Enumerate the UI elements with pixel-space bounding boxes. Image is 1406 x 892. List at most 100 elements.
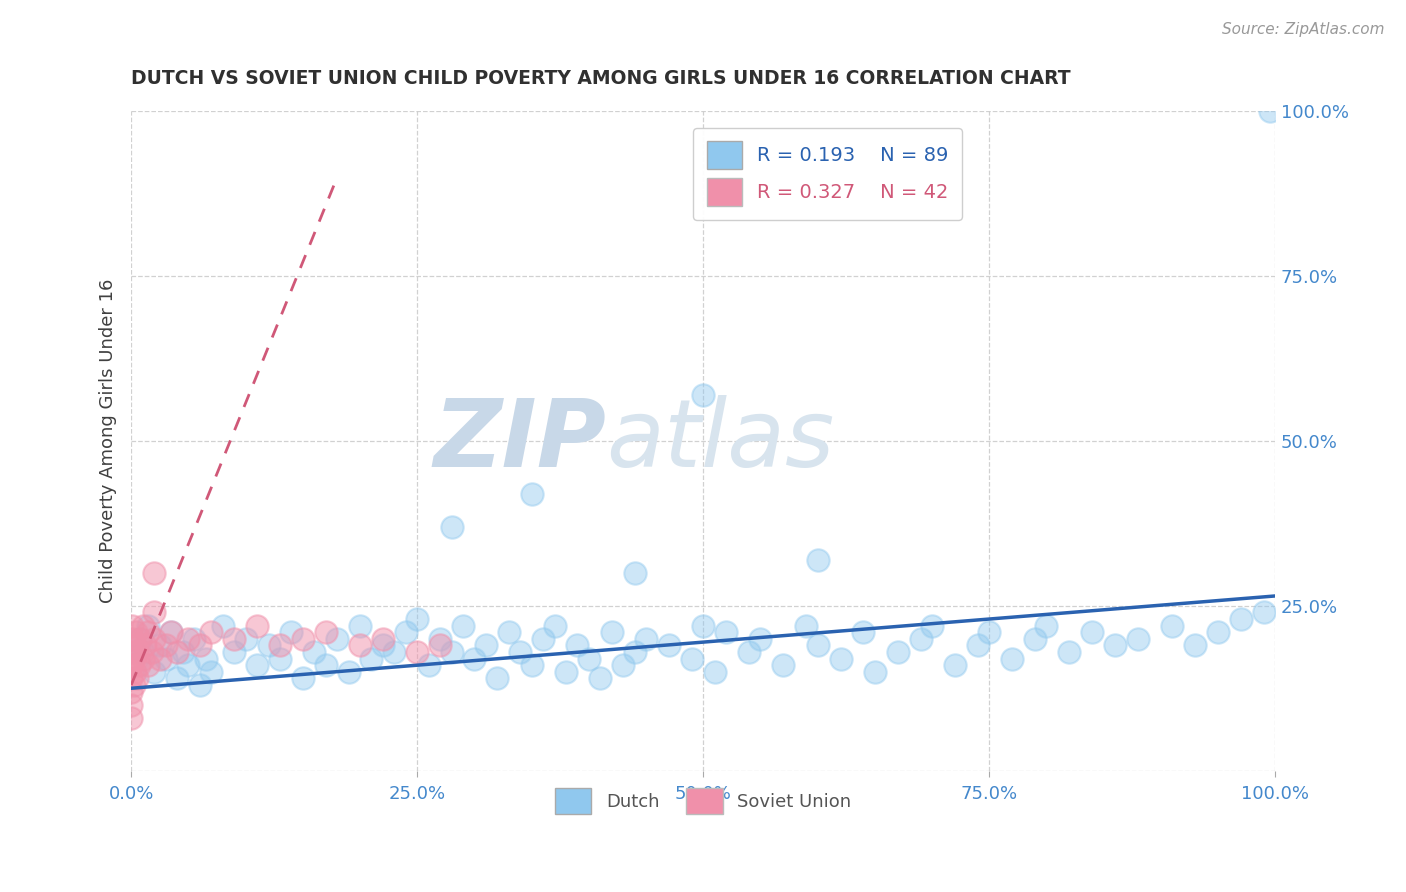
Point xyxy=(125,672,148,686)
Point xyxy=(143,665,166,679)
Point xyxy=(131,645,153,659)
Point xyxy=(692,618,714,632)
Point xyxy=(120,658,142,673)
Point xyxy=(183,632,205,646)
Point xyxy=(794,618,817,632)
Point xyxy=(1059,645,1081,659)
Point xyxy=(418,658,440,673)
Point xyxy=(1126,632,1149,646)
Point xyxy=(131,618,153,632)
Point xyxy=(395,625,418,640)
Point xyxy=(172,645,194,659)
Point xyxy=(589,672,612,686)
Point xyxy=(1253,606,1275,620)
Point xyxy=(149,639,172,653)
Point xyxy=(429,632,451,646)
Point xyxy=(852,625,875,640)
Point xyxy=(122,678,145,692)
Point xyxy=(349,639,371,653)
Point xyxy=(143,566,166,580)
Point xyxy=(1258,104,1281,119)
Point xyxy=(160,625,183,640)
Point xyxy=(807,552,830,566)
Point xyxy=(830,651,852,665)
Point xyxy=(121,618,143,632)
Point xyxy=(451,618,474,632)
Point xyxy=(134,639,156,653)
Point xyxy=(257,639,280,653)
Point xyxy=(1104,639,1126,653)
Point xyxy=(128,658,150,673)
Point xyxy=(681,651,703,665)
Text: Source: ZipAtlas.com: Source: ZipAtlas.com xyxy=(1222,22,1385,37)
Point xyxy=(498,625,520,640)
Point xyxy=(486,672,509,686)
Text: DUTCH VS SOVIET UNION CHILD POVERTY AMONG GIRLS UNDER 16 CORRELATION CHART: DUTCH VS SOVIET UNION CHILD POVERTY AMON… xyxy=(131,69,1071,87)
Point xyxy=(749,632,772,646)
Point xyxy=(623,645,645,659)
Point xyxy=(125,625,148,640)
Point xyxy=(326,632,349,646)
Point xyxy=(235,632,257,646)
Point xyxy=(1230,612,1253,626)
Point xyxy=(371,639,394,653)
Point xyxy=(692,388,714,402)
Point xyxy=(143,632,166,646)
Point xyxy=(269,651,291,665)
Point xyxy=(177,658,200,673)
Point xyxy=(921,618,943,632)
Point xyxy=(475,639,498,653)
Point xyxy=(155,651,177,665)
Point xyxy=(138,625,160,640)
Point xyxy=(1001,651,1024,665)
Point xyxy=(772,658,794,673)
Point xyxy=(315,625,337,640)
Point xyxy=(194,651,217,665)
Point xyxy=(122,651,145,665)
Point xyxy=(382,645,405,659)
Point xyxy=(543,618,565,632)
Point xyxy=(531,632,554,646)
Point xyxy=(120,672,142,686)
Point xyxy=(121,632,143,646)
Point xyxy=(943,658,966,673)
Point xyxy=(315,658,337,673)
Point xyxy=(863,665,886,679)
Point xyxy=(714,625,737,640)
Point xyxy=(246,658,269,673)
Point xyxy=(120,711,142,725)
Point xyxy=(1184,639,1206,653)
Point xyxy=(120,684,142,698)
Point xyxy=(429,639,451,653)
Point xyxy=(269,639,291,653)
Point xyxy=(224,632,246,646)
Legend: Dutch, Soviet Union: Dutch, Soviet Union xyxy=(548,781,859,821)
Point xyxy=(246,618,269,632)
Point xyxy=(600,625,623,640)
Point xyxy=(887,645,910,659)
Point xyxy=(360,651,382,665)
Point xyxy=(1206,625,1229,640)
Point xyxy=(910,632,932,646)
Point xyxy=(979,625,1001,640)
Point xyxy=(658,639,681,653)
Point xyxy=(188,678,211,692)
Point xyxy=(349,618,371,632)
Point xyxy=(166,672,188,686)
Point xyxy=(1161,618,1184,632)
Point xyxy=(337,665,360,679)
Point xyxy=(188,639,211,653)
Y-axis label: Child Poverty Among Girls Under 16: Child Poverty Among Girls Under 16 xyxy=(100,279,117,603)
Point xyxy=(1035,618,1057,632)
Point xyxy=(160,625,183,640)
Point xyxy=(406,612,429,626)
Point xyxy=(1081,625,1104,640)
Point xyxy=(211,618,233,632)
Text: ZIP: ZIP xyxy=(433,395,606,487)
Point xyxy=(280,625,302,640)
Point xyxy=(124,665,146,679)
Point xyxy=(555,665,578,679)
Point xyxy=(1024,632,1046,646)
Point xyxy=(634,632,657,646)
Point xyxy=(155,639,177,653)
